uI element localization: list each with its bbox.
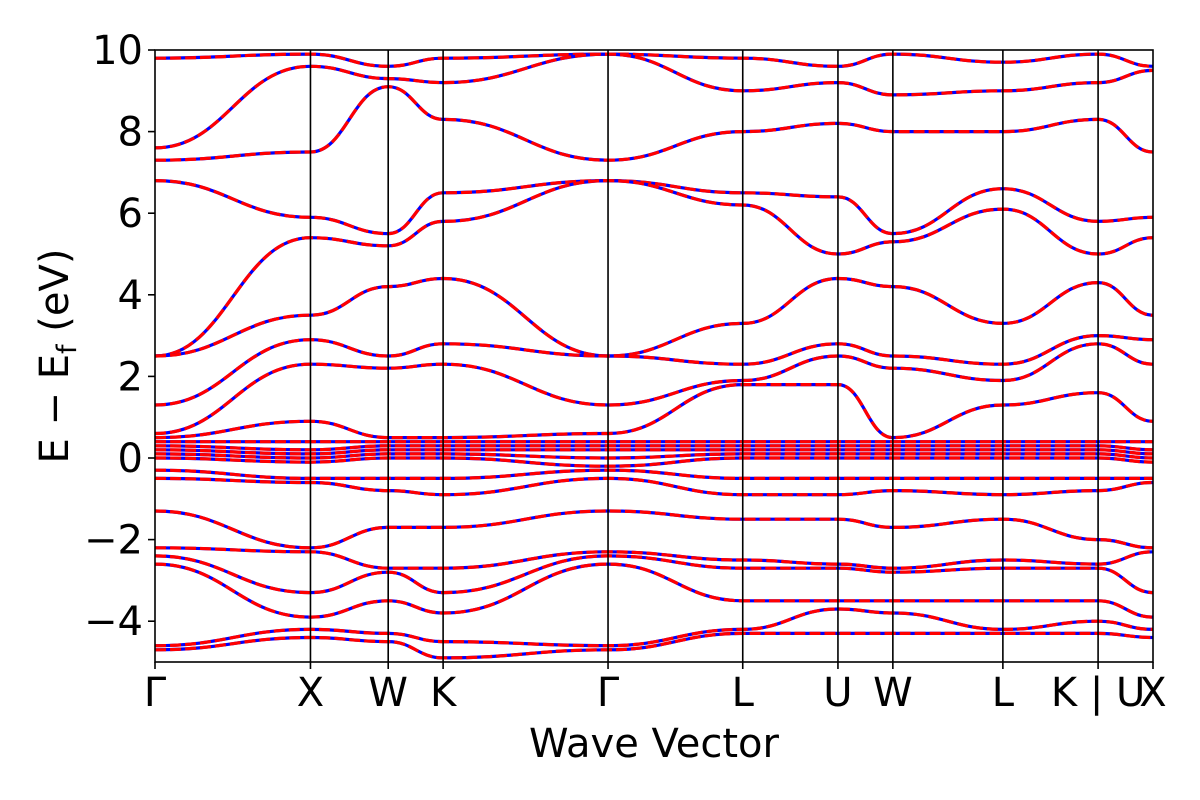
kpoint-divider-lines: [309, 50, 1099, 662]
band-line-red-dashed: [155, 546, 1153, 570]
band-line-red-dashed: [155, 178, 1153, 236]
band-lines: [155, 52, 1153, 660]
band-line-red-dashed: [155, 444, 1153, 452]
band-line-red-dashed: [155, 509, 1153, 550]
x-tick-label: Γ: [597, 670, 620, 716]
x-tick-label: W: [873, 670, 913, 716]
y-axis-label-subscript: f: [52, 343, 83, 354]
x-tick-label: K: [430, 670, 458, 716]
y-tick-label: −2: [84, 518, 143, 564]
band-line-red-dashed: [155, 607, 1153, 648]
y-tick-label: −4: [84, 599, 143, 645]
y-axis-label: E − Ef (eV): [32, 249, 83, 464]
y-tick-label: 10: [92, 28, 143, 74]
band-line-red-dashed: [155, 52, 1153, 68]
x-tick-label: W: [368, 670, 408, 716]
band-line-red-dashed: [155, 452, 1153, 460]
plot-frame: [154, 49, 1154, 663]
band-line-red-dashed: [155, 333, 1153, 407]
x-tick-label: L: [732, 670, 755, 716]
band-line-red-dashed: [155, 178, 1153, 358]
x-tick-label: U: [823, 670, 852, 716]
band-line-red-dashed: [155, 382, 1153, 440]
x-axis-label: Wave Vector: [529, 721, 780, 767]
band-line-red-dashed: [155, 85, 1153, 162]
y-tick-label: 4: [118, 273, 143, 319]
band-line-red-dashed: [155, 342, 1153, 436]
y-axis-ticks: −4 −2 0 2 4 6 8 10: [84, 28, 155, 645]
band-line-red-dashed: [155, 554, 1153, 595]
x-tick-label: L: [992, 670, 1015, 716]
x-tick-label: Γ: [144, 670, 167, 716]
y-axis-label-main: E − E: [32, 354, 78, 464]
band-line-red-dashed: [155, 476, 1153, 497]
band-line-red-dashed: [155, 448, 1153, 456]
band-line-red-dashed: [155, 562, 1153, 619]
band-line-red-dashed: [155, 456, 1153, 468]
y-tick-label: 0: [118, 436, 143, 482]
y-tick-label: 2: [118, 354, 143, 400]
y-tick-label: 8: [118, 110, 143, 156]
x-tick-label: X: [297, 670, 324, 716]
band-line-red-dashed: [155, 468, 1153, 481]
x-tick-label: K | U: [1051, 670, 1145, 716]
band-line-red-dashed: [155, 276, 1153, 358]
y-axis-label-unit: (eV): [32, 249, 78, 345]
band-line-red-dashed: [155, 631, 1153, 660]
x-tick-label: X: [1139, 670, 1166, 716]
y-tick-label: 6: [118, 191, 143, 237]
